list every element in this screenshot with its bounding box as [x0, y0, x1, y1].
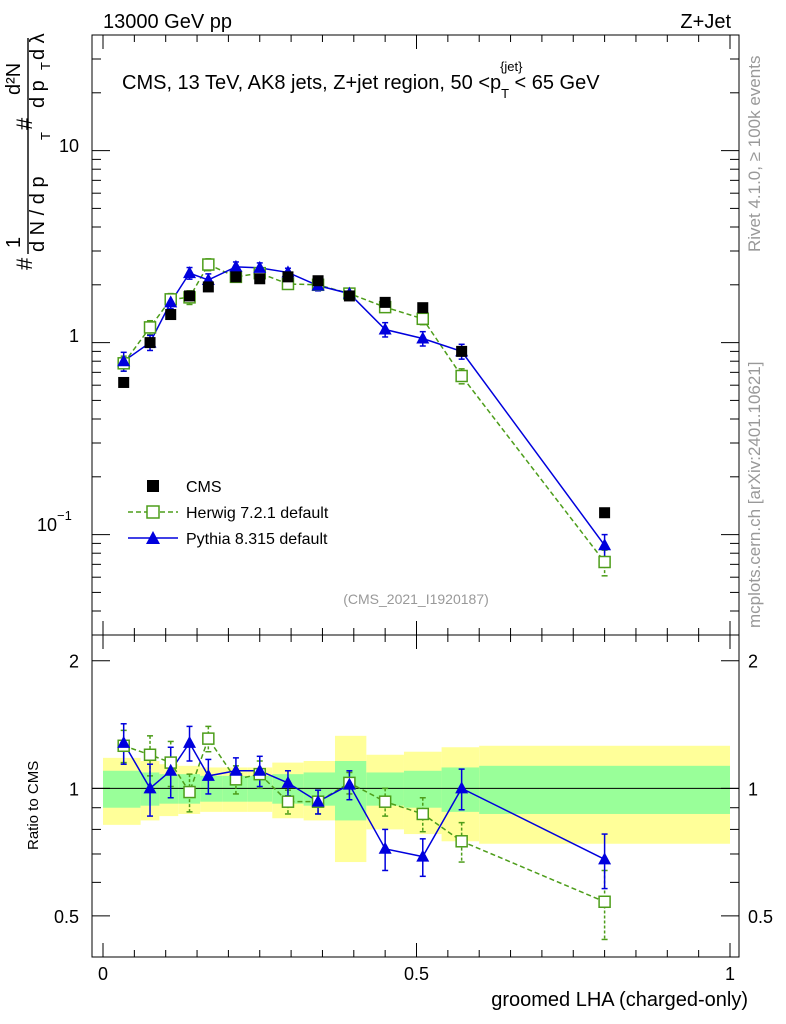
energy-label: 13000 GeV pp — [103, 11, 232, 33]
cms-data-point — [599, 507, 611, 519]
herwig-ratio-point — [281, 795, 295, 808]
pythia-ratio-point — [342, 777, 356, 790]
y-tick-label-1: 1 — [69, 326, 79, 346]
cms-data-point — [144, 337, 156, 349]
pythia-ratio-point — [598, 852, 612, 865]
y-tick-label-10: 10 — [59, 136, 79, 156]
herwig-ratio-point — [416, 807, 430, 821]
svg-text:d N / d p: d N / d p — [27, 176, 49, 252]
ratio-tick-label-right: 2 — [748, 652, 758, 672]
pythia-ratio-point — [281, 775, 295, 788]
cms-data-point — [165, 309, 177, 321]
herwig-ratio-point — [378, 795, 392, 808]
cms-data-point — [282, 271, 294, 283]
pythia-ratio-point — [143, 781, 157, 794]
svg-text:1: 1 — [3, 237, 25, 248]
herwig-ratio-point — [598, 895, 611, 909]
pythia-ratio-point — [201, 768, 215, 781]
ratio-tick-label-right: 0.5 — [748, 907, 773, 927]
svg-text:−1: −1 — [57, 508, 72, 523]
pythia-ratio-point — [183, 735, 197, 748]
svg-text:T: T — [38, 62, 53, 70]
pythia-point — [183, 266, 197, 279]
cms-data-point — [230, 271, 242, 283]
pythia-ratio-point — [164, 763, 178, 776]
herwig-point — [598, 555, 611, 569]
pythia-point — [164, 295, 178, 308]
x-tick-label: 0 — [98, 964, 108, 984]
cms-data-point — [343, 290, 355, 302]
process-label: Z+Jet — [680, 11, 731, 33]
herwig-point — [416, 312, 430, 326]
ratio-tick-label-right: 1 — [748, 779, 758, 799]
x-tick-label: 1 — [725, 964, 735, 984]
chart-title: CMS, 13 TeV, AK8 jets, Z+jet region, 50 … — [122, 59, 600, 101]
ratio-band-inner — [103, 770, 141, 808]
x-tick-label: 0.5 — [404, 964, 429, 984]
herwig-point — [202, 258, 215, 271]
pythia-ratio-point — [229, 763, 243, 776]
pythia-ratio-point — [416, 849, 430, 862]
pythia-ratio-point — [253, 763, 267, 776]
svg-text:10: 10 — [37, 515, 57, 535]
pythia-ratio-point — [378, 841, 392, 854]
herwig-point — [455, 369, 468, 383]
svg-text:d p: d p — [27, 80, 49, 108]
cms-data-point — [456, 345, 468, 357]
rivet-version-label: Rivet 4.1.0, ≥ 100k events — [745, 56, 764, 252]
legend-herwig-marker — [146, 505, 160, 519]
legend-cms-marker — [147, 480, 159, 492]
cms-data-point — [202, 281, 214, 293]
herwig-ratio-point — [183, 785, 196, 799]
svg-text:#: # — [12, 257, 37, 270]
y-tick-label-0.1: 10 −1 — [37, 508, 72, 535]
pythia-point — [598, 538, 612, 551]
mcplots-source-label: mcplots.cern.ch [arXiv:2401.10621] — [745, 362, 764, 628]
pythia-point — [229, 259, 243, 272]
herwig-ratio-point — [455, 835, 468, 848]
x-axis-label: groomed LHA (charged-only) — [491, 989, 748, 1011]
ratio-y-axis-label: Ratio to CMS — [25, 761, 42, 850]
herwig-ratio-point — [143, 748, 157, 762]
cms-data-point — [184, 290, 196, 302]
herwig-ratio-line — [123, 736, 605, 903]
cms-data-point — [118, 376, 130, 388]
legend-pythia-marker — [146, 531, 160, 544]
svg-text:d λ: d λ — [27, 33, 49, 60]
herwig-point — [143, 321, 157, 334]
legend-pythia-label: Pythia 8.315 default — [186, 531, 328, 548]
ratio-band-inner — [479, 765, 730, 814]
ratio-band-inner — [403, 770, 442, 808]
herwig-ratio-point — [202, 732, 215, 745]
legend: CMS Herwig 7.2.1 default Pythia 8.315 de… — [128, 479, 329, 548]
y-axis-label: # 1 d N / d p T # d²N d p T d λ — [3, 33, 53, 270]
svg-text:T: T — [38, 132, 53, 140]
cms-data-point — [312, 275, 324, 287]
pythia-ratio-point — [117, 735, 131, 748]
ratio-plot-frame — [91, 634, 740, 958]
pythia-point — [416, 331, 430, 344]
pythia-line — [123, 266, 606, 546]
pythia-point — [378, 322, 392, 335]
cms-data-point — [379, 296, 391, 308]
pythia-point — [253, 260, 267, 273]
legend-cms-label: CMS — [186, 479, 222, 496]
pythia-ratio-point — [455, 781, 469, 794]
svg-text:#: # — [12, 117, 37, 130]
ratio-band-inner — [159, 774, 179, 804]
ratio-tick-label: 1 — [69, 779, 79, 799]
analysis-id: (CMS_2021_I1920187) — [343, 591, 489, 607]
pythia-point — [117, 354, 131, 367]
ratio-tick-label: 2 — [69, 652, 79, 672]
cms-data-point — [254, 273, 266, 285]
svg-text:d²N: d²N — [3, 63, 25, 95]
legend-herwig-label: Herwig 7.2.1 default — [186, 505, 329, 522]
cms-data-point — [417, 302, 429, 314]
pythia-ratio-point — [311, 794, 325, 807]
ratio-tick-label: 0.5 — [54, 907, 79, 927]
